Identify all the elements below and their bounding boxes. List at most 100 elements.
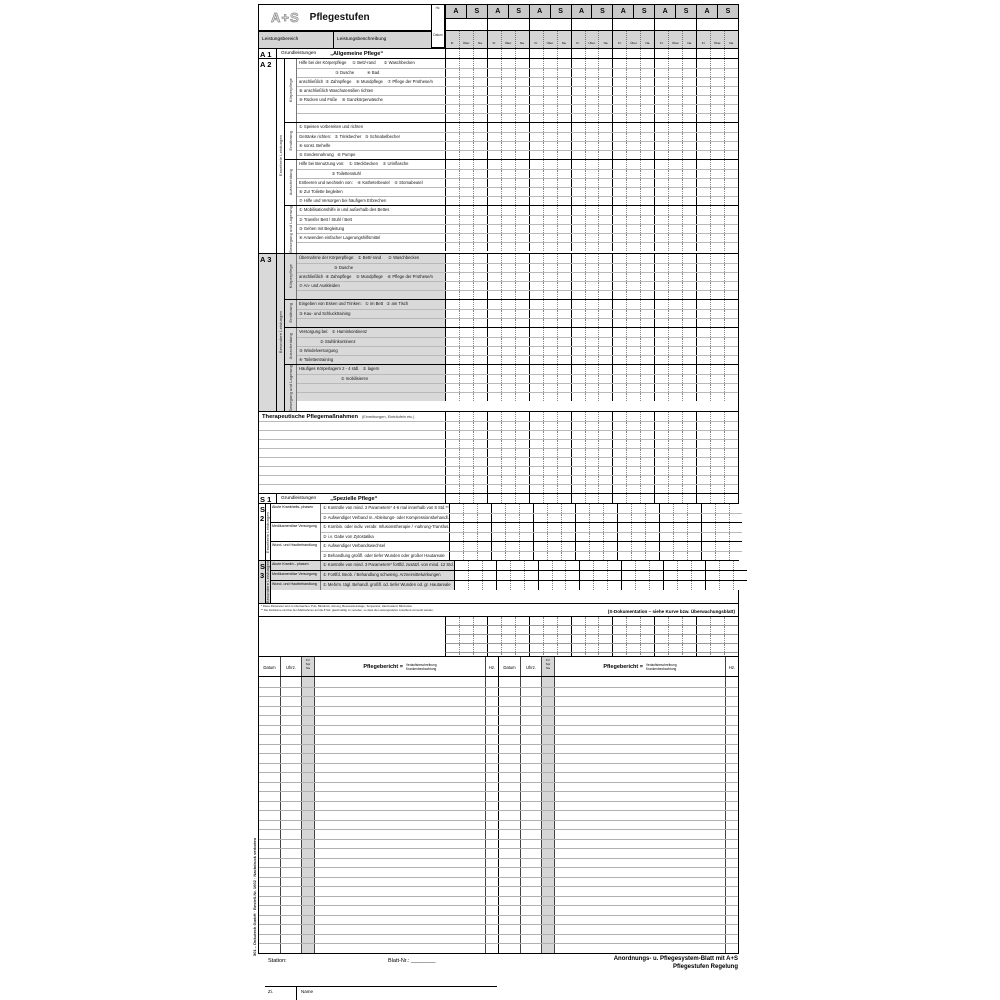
- grid-cell[interactable]: [668, 626, 682, 635]
- grid-cell[interactable]: [618, 504, 631, 513]
- grid-cell[interactable]: [714, 533, 729, 542]
- grid-cell[interactable]: [509, 581, 524, 591]
- hz-cell[interactable]: [485, 706, 498, 715]
- grid-cell[interactable]: [530, 635, 543, 643]
- hz-cell[interactable]: [485, 868, 498, 877]
- hz-cell[interactable]: [485, 735, 498, 744]
- datum-cell[interactable]: [499, 849, 520, 858]
- grid-cell[interactable]: [714, 523, 729, 533]
- grid-cell[interactable]: [556, 644, 571, 653]
- grid-cell[interactable]: [542, 476, 557, 485]
- grid-cell[interactable]: [472, 346, 487, 355]
- datum-cell[interactable]: [499, 707, 520, 716]
- grid-cell[interactable]: [640, 96, 654, 104]
- grid-cell[interactable]: [542, 449, 557, 458]
- grid-cell[interactable]: [640, 114, 654, 122]
- grid-cell[interactable]: [724, 151, 738, 159]
- grid-cell[interactable]: [488, 273, 501, 281]
- grid-cell[interactable]: [682, 272, 696, 281]
- grid-cell[interactable]: [613, 291, 626, 299]
- grid-cell[interactable]: [514, 626, 529, 635]
- shift-cell[interactable]: [541, 944, 554, 953]
- grid-cell[interactable]: [626, 114, 640, 122]
- shift-cell[interactable]: [541, 754, 554, 763]
- grid-cell[interactable]: [697, 458, 710, 466]
- uhrzeit-cell[interactable]: [280, 706, 301, 715]
- hz-cell[interactable]: [725, 735, 738, 744]
- hz-cell[interactable]: [485, 820, 498, 829]
- grid-cell[interactable]: [584, 290, 599, 299]
- grid-cell[interactable]: [572, 338, 585, 346]
- grid-cell[interactable]: [626, 59, 640, 68]
- bericht-text-cell[interactable]: [314, 706, 485, 715]
- grid-cell[interactable]: [584, 123, 599, 132]
- grid-cell[interactable]: [542, 458, 557, 467]
- grid-cell[interactable]: [598, 179, 612, 187]
- grid-cell[interactable]: [626, 253, 640, 263]
- grid-cell[interactable]: [530, 123, 543, 132]
- grid-cell[interactable]: [697, 310, 710, 318]
- grid-cell[interactable]: [472, 494, 487, 504]
- grid-cell[interactable]: [450, 523, 463, 532]
- grid-cell[interactable]: [682, 449, 696, 458]
- grid-cell[interactable]: [724, 299, 738, 309]
- grid-cell[interactable]: [724, 318, 738, 327]
- shift-cell[interactable]: [541, 677, 554, 687]
- bericht-text-cell[interactable]: [554, 849, 725, 858]
- grid-cell[interactable]: [556, 617, 571, 626]
- grid-cell[interactable]: [697, 291, 710, 299]
- grid-cell[interactable]: [446, 458, 459, 466]
- grid-cell[interactable]: [668, 170, 682, 178]
- date-cell[interactable]: [486, 19, 529, 31]
- grid-cell[interactable]: [677, 561, 691, 571]
- grid-cell[interactable]: [732, 581, 747, 591]
- grid-cell[interactable]: [668, 123, 682, 132]
- grid-cell[interactable]: [697, 254, 710, 263]
- grid-cell[interactable]: [613, 485, 626, 493]
- grid-cell[interactable]: [488, 440, 501, 448]
- grid-cell[interactable]: [682, 188, 696, 196]
- bericht-text-cell[interactable]: [314, 697, 485, 706]
- grid-cell[interactable]: [630, 533, 645, 542]
- grid-cell[interactable]: [664, 581, 677, 590]
- grid-cell[interactable]: [724, 234, 738, 242]
- shift-cell[interactable]: [301, 820, 314, 829]
- grid-cell[interactable]: [668, 272, 682, 281]
- grid-cell[interactable]: [672, 523, 687, 533]
- grid-cell[interactable]: [655, 206, 668, 215]
- grid-cell[interactable]: [618, 552, 631, 560]
- grid-cell[interactable]: [649, 571, 663, 581]
- hz-cell[interactable]: [725, 763, 738, 772]
- uhrzeit-cell[interactable]: [280, 849, 301, 858]
- grid-cell[interactable]: [530, 133, 543, 141]
- grid-cell[interactable]: [640, 49, 654, 58]
- grid-cell[interactable]: [542, 206, 557, 215]
- grid-cell[interactable]: [572, 225, 585, 233]
- hz-cell[interactable]: [725, 868, 738, 877]
- grid-cell[interactable]: [488, 206, 501, 215]
- grid-cell[interactable]: [514, 476, 529, 485]
- grid-cell[interactable]: [626, 243, 640, 251]
- grid-cell[interactable]: [635, 561, 649, 571]
- grid-cell[interactable]: [458, 234, 473, 242]
- grid-cell[interactable]: [572, 216, 585, 224]
- bericht-text-cell[interactable]: [554, 754, 725, 763]
- grid-cell[interactable]: [640, 309, 654, 318]
- grid-cell[interactable]: [514, 151, 529, 159]
- grid-cell[interactable]: [572, 328, 585, 337]
- grid-cell[interactable]: [702, 533, 715, 541]
- grid-cell[interactable]: [458, 626, 473, 635]
- uhrzeit-cell[interactable]: [520, 792, 541, 801]
- grid-cell[interactable]: [668, 96, 682, 104]
- grid-cell[interactable]: [584, 440, 599, 449]
- grid-cell[interactable]: [530, 179, 543, 187]
- grid-cell[interactable]: [458, 59, 473, 68]
- grid-cell[interactable]: [626, 225, 640, 233]
- grid-cell[interactable]: [724, 179, 738, 187]
- grid-cell[interactable]: [458, 188, 473, 196]
- grid-cell[interactable]: [576, 523, 589, 532]
- grid-cell[interactable]: [556, 337, 571, 346]
- grid-cell[interactable]: [523, 561, 538, 571]
- grid-cell[interactable]: [655, 133, 668, 141]
- shift-cell[interactable]: [301, 839, 314, 848]
